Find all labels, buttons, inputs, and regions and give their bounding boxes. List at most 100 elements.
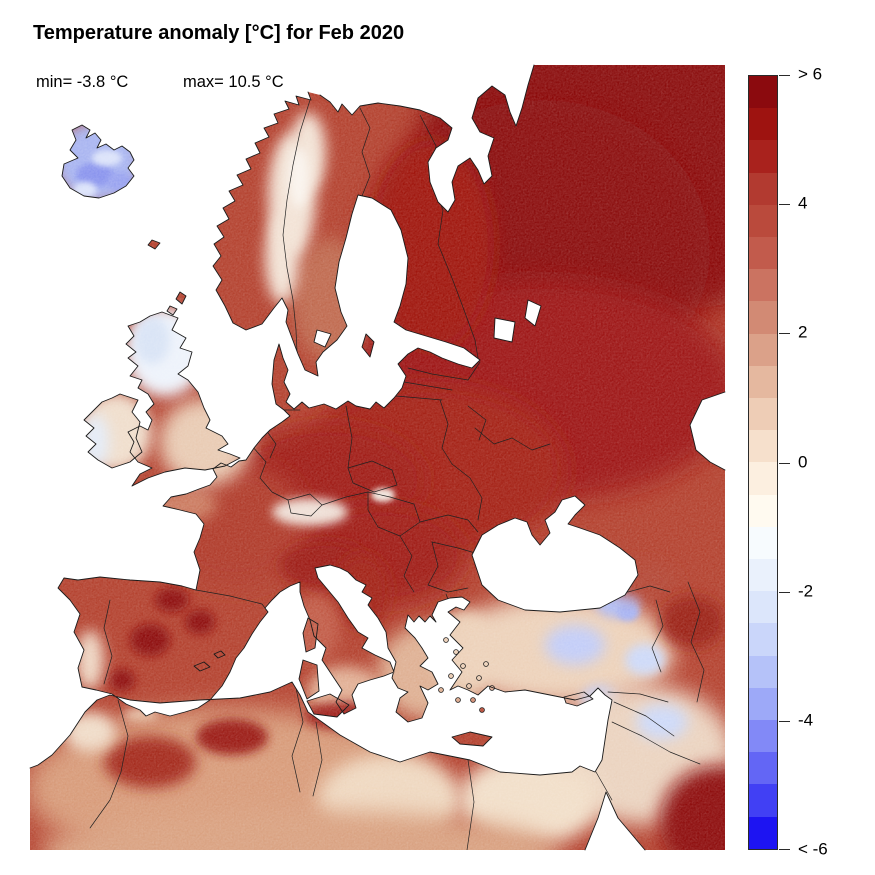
colorbar-segment xyxy=(749,526,777,560)
country-border xyxy=(312,721,323,797)
colorbar-segment xyxy=(749,752,777,785)
country-border xyxy=(613,701,675,737)
colorbar-segment xyxy=(749,559,777,592)
colorbar-segment xyxy=(749,623,777,656)
colorbar-segment xyxy=(749,816,777,849)
colorbar-segment xyxy=(749,591,777,624)
colorbar-segment xyxy=(749,76,777,109)
plot-title: Temperature anomaly [°C] for Feb 2020 xyxy=(33,22,405,44)
colorbar-tick-label: 4 xyxy=(798,193,808,213)
colorbar-segment xyxy=(749,140,777,173)
colorbar-tick-mark xyxy=(779,204,790,205)
colorbar-tick-mark xyxy=(779,463,790,464)
country-border xyxy=(103,599,113,685)
observation-grain-texture xyxy=(30,65,725,850)
country-border xyxy=(287,493,323,517)
colorbar-segment xyxy=(749,204,777,238)
country-border xyxy=(345,405,353,469)
colorbar-segment xyxy=(749,687,777,721)
min-value-label: min= -3.8 °C xyxy=(36,73,129,91)
colorbar-segment xyxy=(749,333,777,366)
coastline-sardinia xyxy=(298,659,320,700)
colorbar-segment xyxy=(749,398,777,431)
country-border xyxy=(407,361,481,381)
colorbar-segment xyxy=(749,269,777,302)
coastline-lake-onega xyxy=(524,299,542,327)
country-border xyxy=(359,107,371,197)
country-border xyxy=(474,427,551,451)
colorbar-tick-mark xyxy=(779,333,790,334)
colorbar-legend: > 6 4 2 0 -2 -4 < -6 xyxy=(748,65,873,859)
coastline-arctic xyxy=(319,64,535,213)
colorbar-segment xyxy=(749,172,777,205)
colorbar-segment xyxy=(749,720,777,753)
country-border xyxy=(467,405,487,441)
colorbar-tick-label: > 6 xyxy=(798,64,823,84)
country-border xyxy=(611,721,701,765)
country-border xyxy=(89,699,129,829)
coastline-orkney xyxy=(166,305,178,316)
coastline-cyprus xyxy=(563,691,594,707)
country-border xyxy=(466,759,475,850)
colorbar-tick-mark xyxy=(779,592,790,593)
colorbar-segment xyxy=(749,655,777,688)
colorbar-segment xyxy=(749,494,777,527)
country-border xyxy=(687,581,705,703)
coastline-great-britain xyxy=(125,311,241,487)
country-border xyxy=(265,429,277,459)
country-border xyxy=(251,445,289,501)
country-border xyxy=(282,99,311,353)
colorbar-tick-label: -4 xyxy=(798,710,814,730)
colorbar-segment xyxy=(749,365,777,399)
colorbar-tick-label: 2 xyxy=(798,322,808,342)
colorbar-segment xyxy=(749,301,777,334)
country-border xyxy=(291,687,304,793)
coastline-gotland xyxy=(361,333,375,358)
country-border xyxy=(607,691,669,703)
coastline-iceland xyxy=(61,124,135,199)
country-border xyxy=(419,514,479,533)
country-border xyxy=(399,535,415,593)
colorbar-segment xyxy=(749,108,777,141)
coastlines xyxy=(29,64,726,851)
coastline-faroe xyxy=(147,239,161,250)
colorbar-tick-mark xyxy=(779,721,790,722)
colorbar-segment xyxy=(749,784,777,817)
country-border xyxy=(321,491,391,506)
country-border xyxy=(403,381,453,391)
coastline-lake-ladoga xyxy=(493,317,516,343)
colorbar-segment xyxy=(749,430,777,463)
country-border xyxy=(395,395,443,401)
country-border xyxy=(651,599,664,673)
coastline-corsica xyxy=(302,617,319,653)
colorbar-tick-label: -2 xyxy=(798,581,814,601)
coastline-caspian xyxy=(689,391,726,471)
coastline-mainland xyxy=(29,91,613,776)
anomaly-field xyxy=(30,65,725,850)
coastline-black-sea xyxy=(471,495,639,613)
anomaly-blob-anatolia-warm xyxy=(571,578,599,598)
coastline-shetland xyxy=(175,291,187,305)
coastline-crete xyxy=(451,731,493,747)
colorbar-tick-label: < -6 xyxy=(798,839,828,859)
coastline-red-sea xyxy=(584,791,646,851)
coastline-balearics xyxy=(193,650,226,672)
max-value-label: max= 10.5 °C xyxy=(183,73,284,91)
country-border xyxy=(595,771,613,801)
country-border xyxy=(347,460,398,493)
country-border xyxy=(427,584,469,593)
colorbar-segment xyxy=(749,237,777,270)
colorbar-gradient xyxy=(748,75,778,850)
colorbar-tick-label: 0 xyxy=(798,452,808,472)
colorbar-tick-mark xyxy=(779,75,790,76)
country-border xyxy=(427,541,439,586)
europe-anomaly-map xyxy=(29,64,726,851)
country-border xyxy=(451,463,483,521)
coastline-lake-vanern xyxy=(313,329,332,348)
colorbar-tick-mark xyxy=(779,849,790,850)
colorbar-segment xyxy=(749,462,777,495)
coastline-sicily xyxy=(306,693,350,718)
coastline-ireland xyxy=(83,393,143,469)
aegean-islands xyxy=(438,637,495,713)
